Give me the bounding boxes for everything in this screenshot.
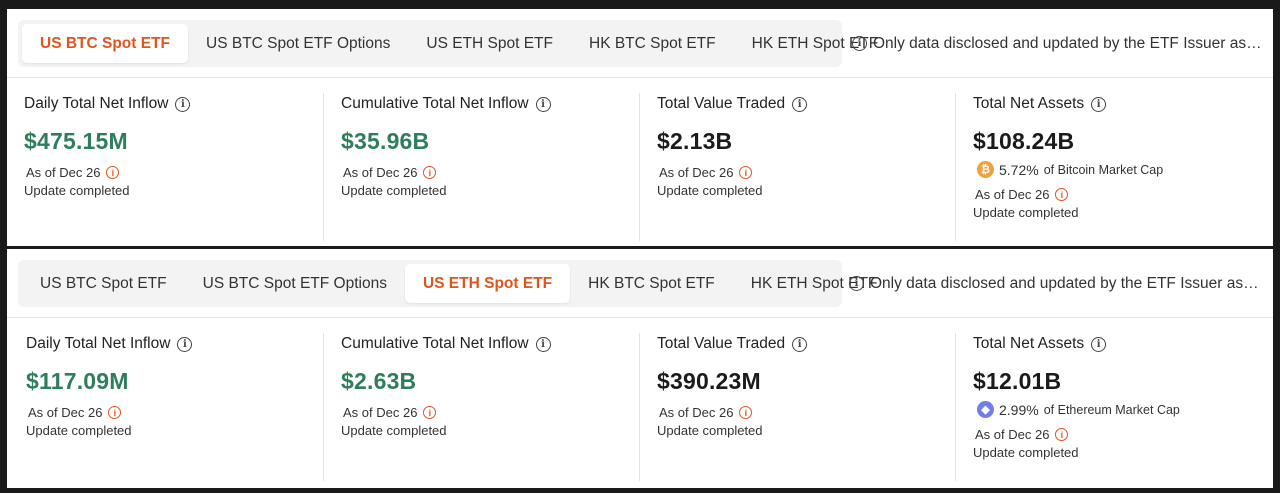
- notice-text: Only data disclosed and updated by the E…: [870, 274, 1261, 292]
- alert-icon[interactable]: i: [106, 166, 120, 179]
- update-status: Update completed: [973, 445, 1079, 460]
- alert-icon[interactable]: i: [739, 406, 753, 419]
- notice-text: Only data disclosed and updated by the E…: [873, 34, 1264, 52]
- info-icon[interactable]: i: [175, 96, 191, 112]
- tab-us-btc-spot-etf-options[interactable]: US BTC Spot ETF Options: [206, 34, 391, 52]
- info-icon[interactable]: i: [792, 336, 808, 352]
- metric-value: $117.09M: [26, 368, 129, 394]
- as-of-date: As of Dec 26: [659, 165, 734, 180]
- metric-label: Total Net Assets: [973, 95, 1085, 112]
- metric-label: Cumulative Total Net Inflow: [341, 95, 529, 112]
- metric-total-value-traded: Total Value Traded i $2.13B As of Dec 26 i…: [639, 93, 955, 241]
- alert-icon[interactable]: i: [423, 166, 437, 179]
- metric-label: Daily Total Net Inflow: [24, 95, 169, 112]
- update-status: Update completed: [341, 183, 447, 198]
- metric-label: Total Value Traded: [657, 95, 786, 112]
- info-icon[interactable]: i: [177, 336, 193, 352]
- metric-value: $35.96B: [341, 128, 430, 154]
- btc-etf-panel: US BTC Spot ETF US BTC Spot ETF Options …: [7, 9, 1273, 246]
- market-cap-share: ₿ 5.72% of Bitcoin Market Cap: [973, 161, 1271, 178]
- update-status: Update completed: [341, 423, 447, 438]
- eth-etf-panel: US BTC Spot ETF US BTC Spot ETF Options …: [7, 249, 1273, 488]
- metrics-row: Daily Total Net Inflow i $117.09M As of D…: [7, 333, 1273, 481]
- info-icon[interactable]: i: [852, 36, 867, 51]
- tab-us-btc-spot-etf[interactable]: US BTC Spot ETF: [22, 24, 189, 63]
- alert-icon[interactable]: i: [1055, 188, 1069, 201]
- as-of-date: As of Dec 26: [975, 427, 1050, 442]
- metric-daily-net-inflow: Daily Total Net Inflow i $475.15M As of D…: [7, 93, 323, 241]
- metric-total-net-assets: Total Net Assets i $108.24B ₿ 5.72% of Bi…: [955, 93, 1271, 241]
- info-icon[interactable]: i: [1091, 336, 1107, 352]
- info-icon[interactable]: i: [535, 96, 551, 112]
- metric-total-net-assets: Total Net Assets i $12.01B ◆ 2.99% of Eth…: [955, 333, 1271, 481]
- info-icon[interactable]: i: [849, 276, 864, 291]
- tab-hk-eth-spot-etf[interactable]: HK ETH Spot ETF: [751, 34, 879, 52]
- tab-us-btc-spot-etf[interactable]: US BTC Spot ETF: [40, 274, 167, 292]
- update-status: Update completed: [657, 423, 763, 438]
- as-of-date: As of Dec 26: [343, 165, 418, 180]
- divider: [7, 77, 1273, 78]
- update-status: Update completed: [973, 205, 1079, 220]
- metric-label: Total Value Traded: [657, 335, 786, 352]
- as-of-date: As of Dec 26: [975, 187, 1050, 202]
- metric-total-value-traded: Total Value Traded i $390.23M As of Dec 2…: [639, 333, 955, 481]
- as-of-date: As of Dec 26: [28, 405, 103, 420]
- market-cap-caption: of Ethereum Market Cap: [1043, 402, 1180, 417]
- metrics-row: Daily Total Net Inflow i $475.15M As of D…: [7, 93, 1273, 241]
- metric-value: $108.24B: [973, 128, 1075, 154]
- alert-icon[interactable]: i: [108, 406, 122, 419]
- divider: [7, 317, 1273, 318]
- info-icon[interactable]: i: [535, 336, 551, 352]
- metric-label: Total Net Assets: [973, 335, 1085, 352]
- metric-value: $12.01B: [973, 368, 1062, 394]
- info-icon[interactable]: i: [792, 96, 808, 112]
- etf-tab-bar: US BTC Spot ETF US BTC Spot ETF Options …: [18, 20, 878, 67]
- alert-icon[interactable]: i: [1055, 428, 1069, 441]
- market-cap-percent: 2.99%: [999, 401, 1039, 418]
- update-status: Update completed: [657, 183, 763, 198]
- tab-us-eth-spot-etf[interactable]: US ETH Spot ETF: [426, 34, 553, 52]
- alert-icon[interactable]: i: [739, 166, 753, 179]
- tab-us-eth-spot-etf[interactable]: US ETH Spot ETF: [404, 264, 571, 303]
- tab-hk-btc-spot-etf[interactable]: HK BTC Spot ETF: [589, 34, 716, 52]
- as-of-date: As of Dec 26: [343, 405, 418, 420]
- issuer-disclosure-notice: i Only data disclosed and updated by the…: [849, 260, 1261, 307]
- metric-value: $390.23M: [657, 368, 761, 394]
- metric-cumulative-net-inflow: Cumulative Total Net Inflow i $35.96B As …: [323, 93, 639, 241]
- metric-label: Daily Total Net Inflow: [26, 335, 171, 352]
- metric-value: $2.63B: [341, 368, 417, 394]
- metric-cumulative-net-inflow: Cumulative Total Net Inflow i $2.63B As o…: [323, 333, 639, 481]
- etf-tab-bar: US BTC Spot ETF US BTC Spot ETF Options …: [18, 260, 877, 307]
- tab-hk-eth-spot-etf[interactable]: HK ETH Spot ETF: [750, 274, 878, 292]
- as-of-date: As of Dec 26: [26, 165, 101, 180]
- ethereum-icon: ◆: [977, 401, 994, 418]
- info-icon[interactable]: i: [1091, 96, 1107, 112]
- update-status: Update completed: [24, 183, 130, 198]
- market-cap-percent: 5.72%: [999, 161, 1039, 178]
- as-of-date: As of Dec 26: [659, 405, 734, 420]
- metric-value: $2.13B: [657, 128, 733, 154]
- metric-label: Cumulative Total Net Inflow: [341, 335, 529, 352]
- issuer-disclosure-notice: i Only data disclosed and updated by the…: [852, 20, 1264, 67]
- metric-daily-net-inflow: Daily Total Net Inflow i $117.09M As of D…: [7, 333, 323, 481]
- market-cap-caption: of Bitcoin Market Cap: [1043, 162, 1164, 177]
- alert-icon[interactable]: i: [423, 406, 437, 419]
- market-cap-share: ◆ 2.99% of Ethereum Market Cap: [973, 401, 1271, 418]
- tab-us-btc-spot-etf-options[interactable]: US BTC Spot ETF Options: [202, 274, 387, 292]
- tab-hk-btc-spot-etf[interactable]: HK BTC Spot ETF: [588, 274, 715, 292]
- bitcoin-icon: ₿: [977, 161, 994, 178]
- update-status: Update completed: [26, 423, 132, 438]
- metric-value: $475.15M: [24, 128, 128, 154]
